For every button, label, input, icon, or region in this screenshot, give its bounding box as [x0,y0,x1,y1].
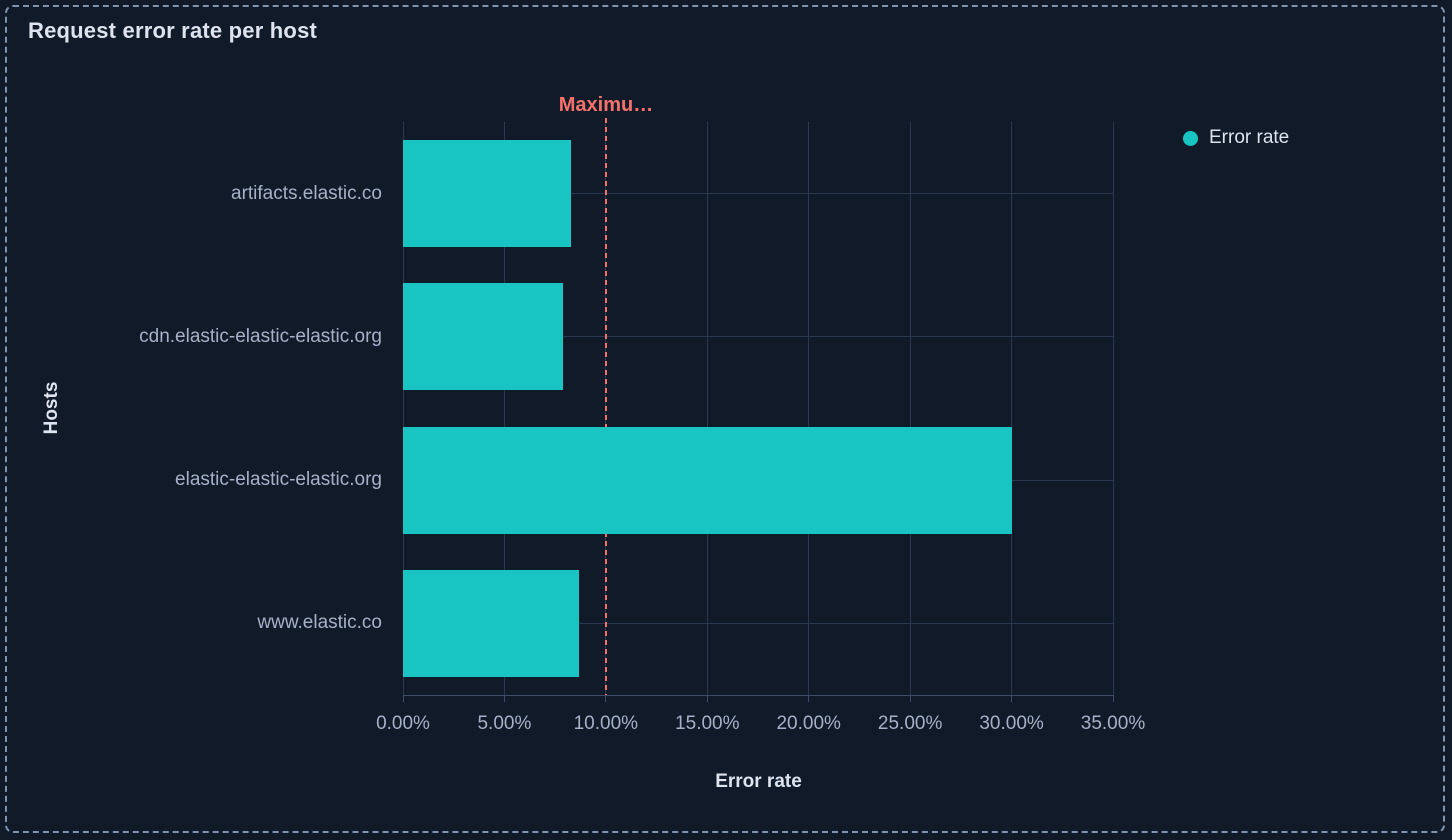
x-tick-label: 10.00% [573,713,639,734]
legend: Error rate [1183,127,1289,149]
x-gridline-25.00% [909,122,911,695]
x-gridline-30.00% [1011,122,1013,695]
threshold-label: Maximu… [558,94,654,116]
panel-title: Request error rate per host [28,18,318,43]
x-tickmark-25.00% [909,696,911,702]
x-tick-label: 25.00% [877,713,943,734]
y-gridline-www.elastic.co [403,622,1113,624]
x-tick-label: 5.00% [477,713,532,734]
x-gridline-20.00% [808,122,810,695]
y-category-label: elastic-elastic-elastic.org [175,469,382,491]
x-gridline-15.00% [706,122,708,695]
threshold-line [604,118,607,695]
x-tickmark-10.00% [605,696,607,702]
plot-area [402,118,1114,695]
x-tick-label: 0.00% [376,713,430,734]
x-tickmark-30.00% [1011,696,1013,702]
y-gridline-cdn.elastic-elastic-elastic.org [403,336,1113,338]
x-tickmark-35.00% [1112,696,1114,702]
x-tick-label: 30.00% [979,713,1044,734]
x-tickmark-20.00% [808,696,810,702]
x-tickmark-15.00% [706,696,708,702]
y-category-label: cdn.elastic-elastic-elastic.org [139,325,382,347]
x-tickmark-5.00% [503,696,505,702]
x-gridline-35.00% [1112,122,1114,695]
x-gridline-0.00% [402,122,404,695]
legend-item-error-rate[interactable]: Error rate [1183,127,1289,149]
bar-elastic-elastic-elastic.org[interactable] [403,426,1012,534]
legend-item-label: Error rate [1209,127,1290,148]
x-tick-label: 20.00% [776,713,841,734]
bar-cdn.elastic-elastic-elastic.org[interactable] [403,283,564,391]
y-category-label: www.elastic.co [257,612,382,634]
y-category-label: artifacts.elastic.co [231,182,382,204]
x-axis-line [403,695,1114,696]
legend-swatch-icon [1183,130,1198,146]
x-axis-title: Error rate [715,771,802,792]
bar-artifacts.elastic.co[interactable] [403,140,572,248]
x-tickmark-0.00% [402,696,404,702]
x-tick-label: 35.00% [1080,713,1146,734]
bar-www.elastic.co[interactable] [403,569,580,677]
x-gridline-5.00% [503,122,505,695]
y-gridline-artifacts.elastic.co [403,193,1113,195]
x-tick-label: 15.00% [675,713,740,734]
y-axis-title: Hosts [41,381,62,435]
